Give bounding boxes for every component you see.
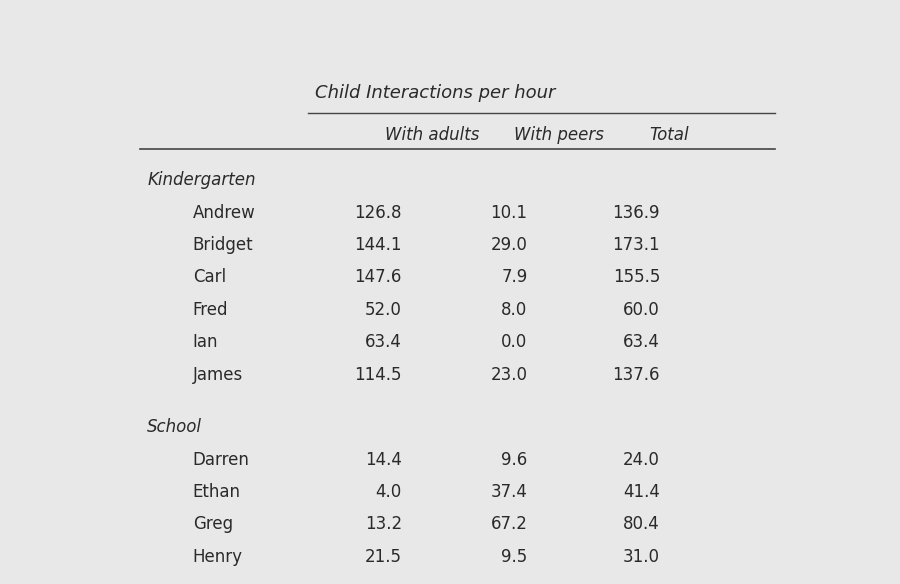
Text: 114.5: 114.5 bbox=[355, 366, 402, 384]
Text: 9.5: 9.5 bbox=[501, 548, 527, 566]
Text: 63.4: 63.4 bbox=[365, 333, 402, 351]
Text: Ian: Ian bbox=[193, 333, 218, 351]
Text: 7.9: 7.9 bbox=[501, 269, 527, 286]
Text: Bridget: Bridget bbox=[193, 236, 253, 254]
Text: 10.1: 10.1 bbox=[491, 204, 527, 222]
Text: 4.0: 4.0 bbox=[375, 483, 402, 501]
Text: 67.2: 67.2 bbox=[491, 515, 527, 533]
Text: With adults: With adults bbox=[384, 126, 479, 144]
Text: 14.4: 14.4 bbox=[365, 450, 402, 468]
Text: Greg: Greg bbox=[193, 515, 233, 533]
Text: 31.0: 31.0 bbox=[623, 548, 660, 566]
Text: 41.4: 41.4 bbox=[623, 483, 660, 501]
Text: With peers: With peers bbox=[514, 126, 603, 144]
Text: 126.8: 126.8 bbox=[355, 204, 402, 222]
Text: 136.9: 136.9 bbox=[613, 204, 660, 222]
Text: Kindergarten: Kindergarten bbox=[148, 171, 256, 189]
Text: 147.6: 147.6 bbox=[355, 269, 402, 286]
Text: 9.6: 9.6 bbox=[501, 450, 527, 468]
Text: 63.4: 63.4 bbox=[623, 333, 660, 351]
Text: Fred: Fred bbox=[193, 301, 229, 319]
Text: 0.0: 0.0 bbox=[501, 333, 527, 351]
Text: 144.1: 144.1 bbox=[355, 236, 402, 254]
Text: School: School bbox=[148, 418, 202, 436]
Text: 137.6: 137.6 bbox=[613, 366, 660, 384]
Text: 8.0: 8.0 bbox=[501, 301, 527, 319]
Text: 155.5: 155.5 bbox=[613, 269, 660, 286]
Text: 23.0: 23.0 bbox=[491, 366, 527, 384]
Text: 24.0: 24.0 bbox=[623, 450, 660, 468]
Text: 80.4: 80.4 bbox=[624, 515, 660, 533]
Text: Total: Total bbox=[650, 126, 689, 144]
Text: 173.1: 173.1 bbox=[612, 236, 660, 254]
Text: 37.4: 37.4 bbox=[491, 483, 527, 501]
Text: 13.2: 13.2 bbox=[364, 515, 402, 533]
Text: Ethan: Ethan bbox=[193, 483, 240, 501]
Text: Darren: Darren bbox=[193, 450, 249, 468]
Text: Henry: Henry bbox=[193, 548, 243, 566]
Text: Child Interactions per hour: Child Interactions per hour bbox=[315, 84, 555, 102]
Text: 21.5: 21.5 bbox=[365, 548, 402, 566]
Text: 60.0: 60.0 bbox=[624, 301, 660, 319]
Text: James: James bbox=[193, 366, 243, 384]
Text: Andrew: Andrew bbox=[193, 204, 256, 222]
Text: 52.0: 52.0 bbox=[365, 301, 402, 319]
Text: 29.0: 29.0 bbox=[491, 236, 527, 254]
Text: Carl: Carl bbox=[193, 269, 226, 286]
